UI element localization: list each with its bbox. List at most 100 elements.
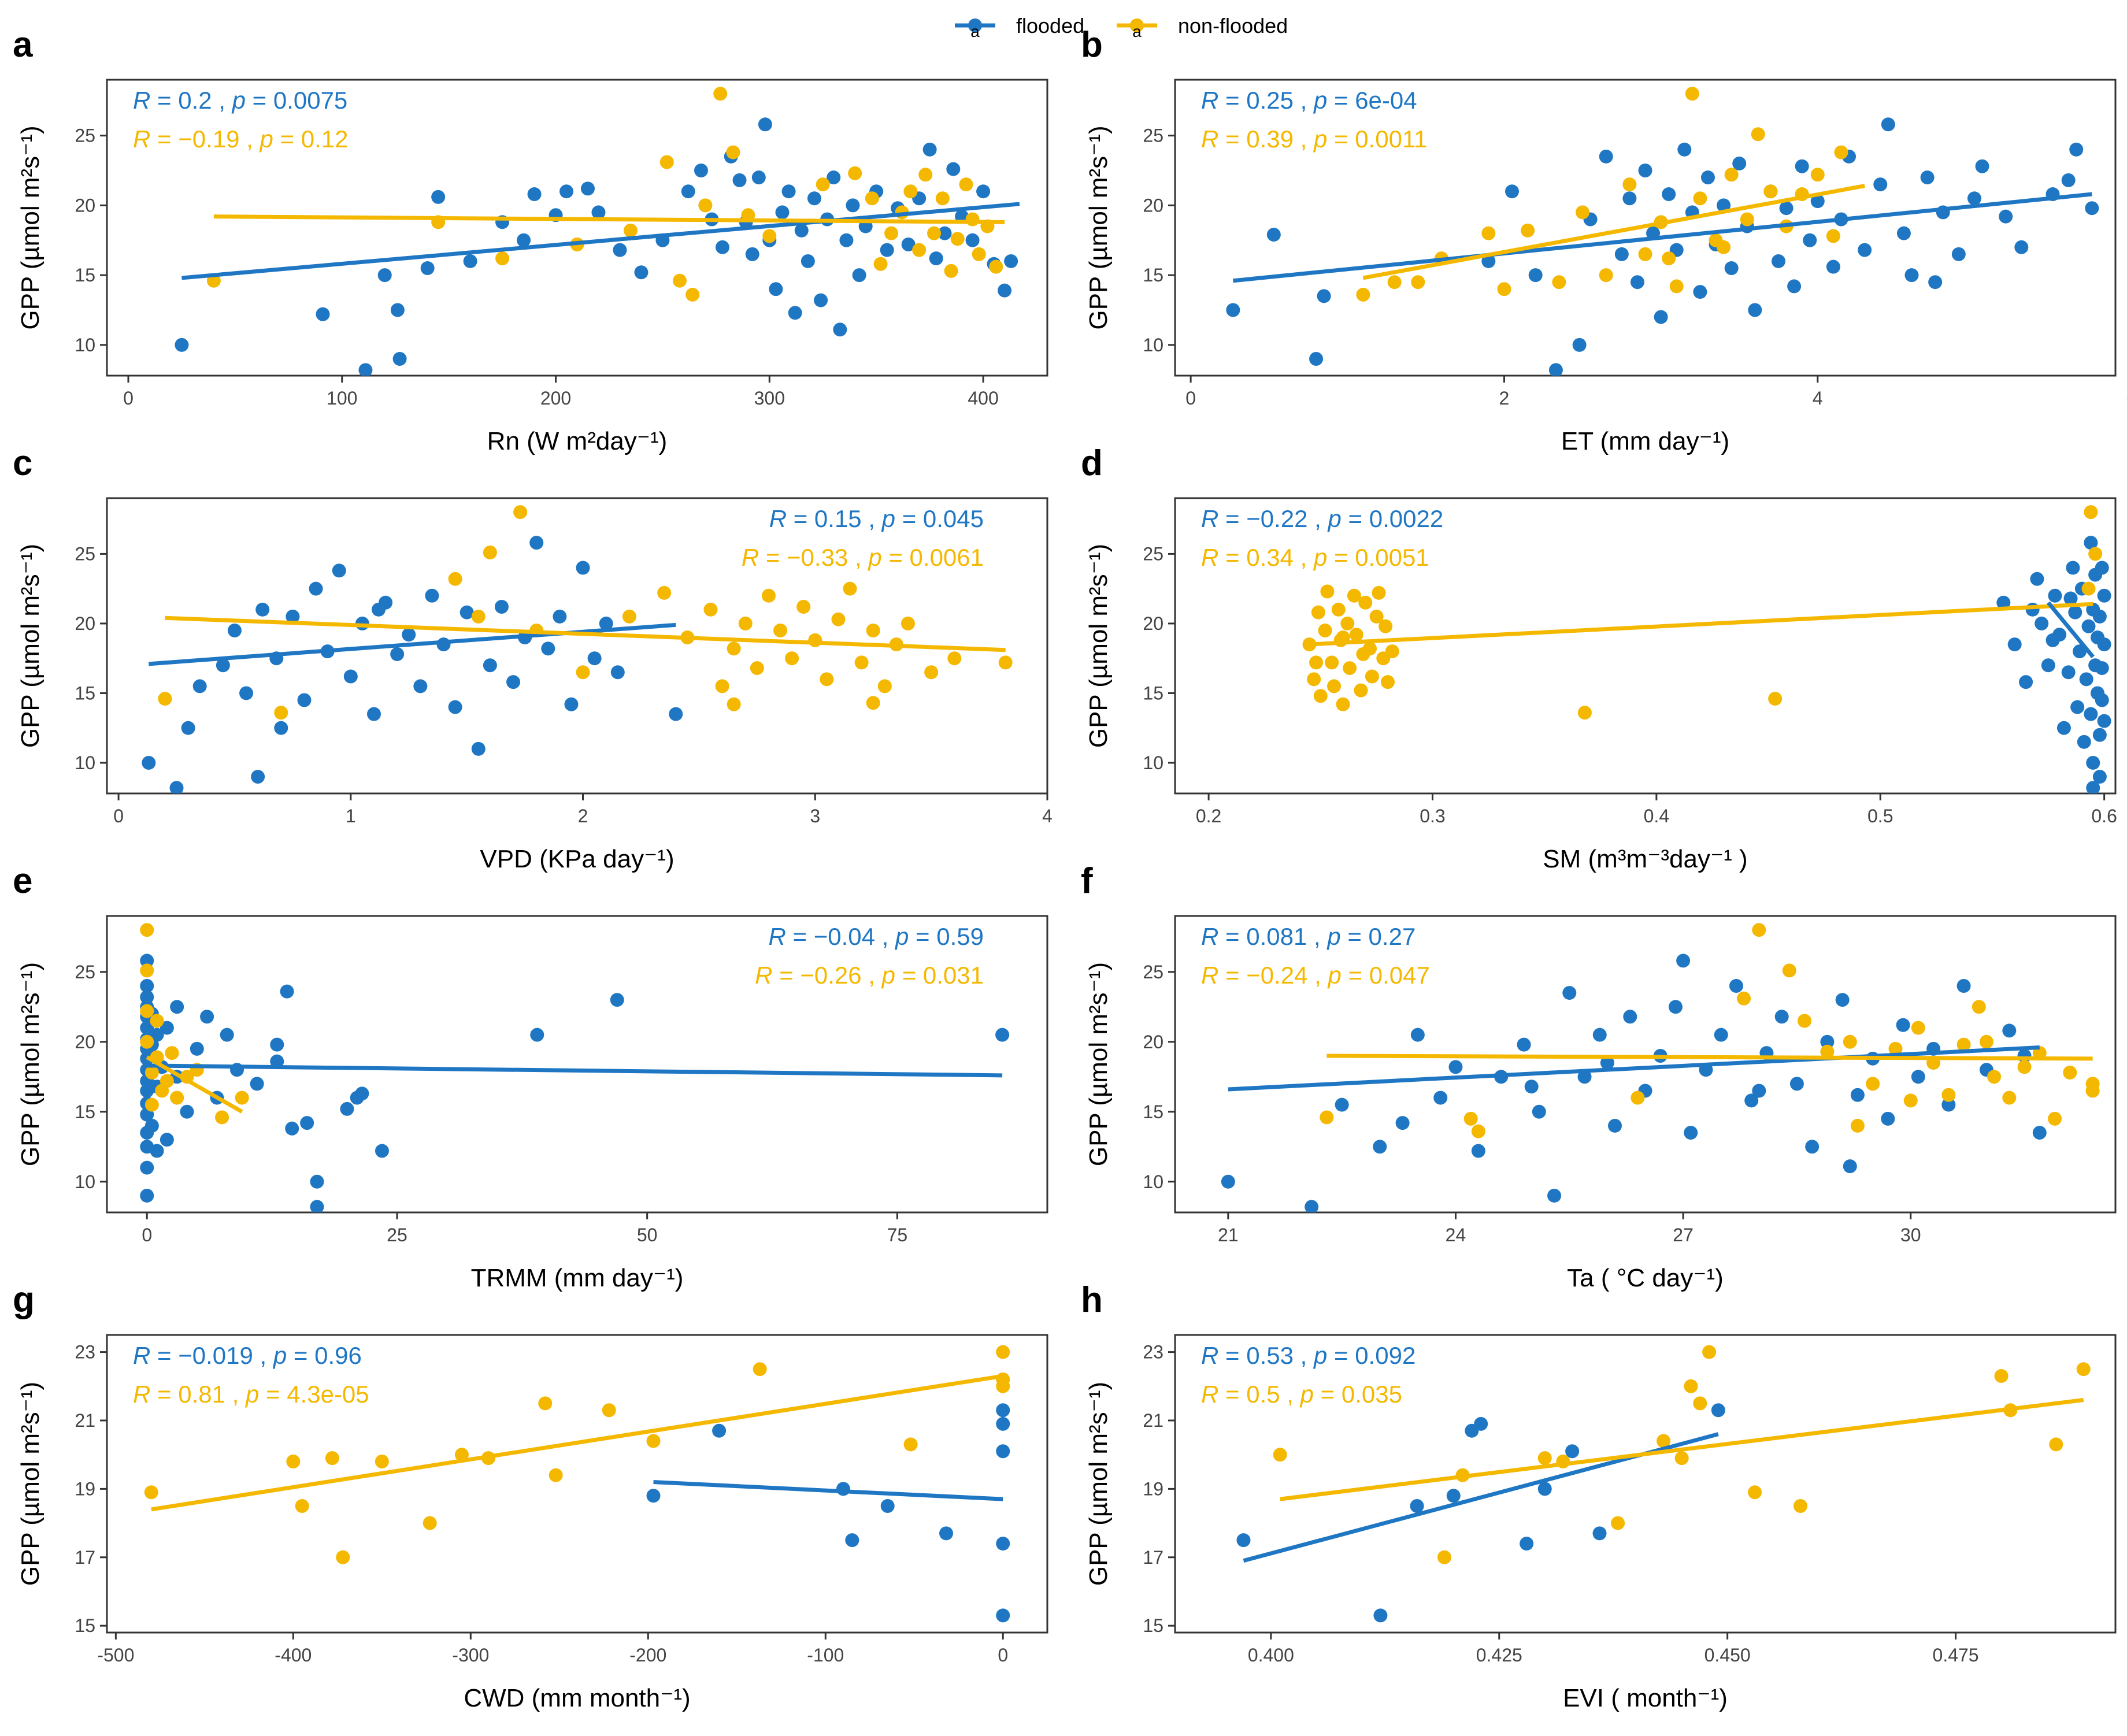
plot-area-e xyxy=(140,923,1010,1212)
point-flooded xyxy=(1717,198,1731,213)
point-flooded xyxy=(375,1144,389,1158)
point-flooded xyxy=(1309,352,1324,366)
point-nonflooded xyxy=(1737,991,1751,1006)
point-flooded xyxy=(316,307,330,321)
point-flooded xyxy=(1562,986,1577,1000)
point-nonflooded xyxy=(1576,205,1590,220)
x-tick-label: 200 xyxy=(540,388,571,409)
point-flooded xyxy=(929,251,943,266)
point-nonflooded xyxy=(1347,588,1361,603)
point-flooded xyxy=(2081,619,2096,633)
y-tick-label: 20 xyxy=(75,613,95,634)
point-flooded xyxy=(402,628,416,642)
point-nonflooded xyxy=(165,1046,179,1060)
point-flooded xyxy=(483,658,497,673)
point-flooded xyxy=(1941,1097,1956,1112)
plot-area-c xyxy=(142,505,1013,793)
panel-f: f 21 24 27 30 10 15 20 25 Ta ( °C day⁻¹) GPP (µmol… xyxy=(1081,861,2117,1292)
point-flooded xyxy=(599,616,613,630)
point-flooded xyxy=(140,1021,154,1035)
x-tick-label: -400 xyxy=(275,1645,312,1665)
panel-h: h 0.400 0.425 0.450 0.475 15 17 19 21 23 EVI ( mon… xyxy=(1081,1280,2117,1712)
point-flooded xyxy=(965,233,980,247)
point-nonflooded xyxy=(2048,1111,2062,1126)
point-nonflooded xyxy=(1751,127,1765,142)
point-flooded xyxy=(343,669,358,684)
point-nonflooded xyxy=(903,1437,918,1452)
point-nonflooded xyxy=(471,609,486,624)
point-flooded xyxy=(1956,978,1971,993)
fit-line-nonflooded xyxy=(1326,1054,2093,1061)
point-nonflooded xyxy=(1463,1111,1478,1126)
y-axis-label-f: GPP (µmol m²s⁻¹) xyxy=(1084,962,1113,1166)
x-axis-label-a: Rn (W m²day⁻¹) xyxy=(487,427,668,455)
point-flooded xyxy=(2092,770,2107,784)
point-nonflooded xyxy=(1318,623,1332,637)
point-flooded xyxy=(669,707,683,721)
point-nonflooded xyxy=(1385,644,1399,659)
point-flooded xyxy=(758,117,772,132)
x-tick-label: 0.2 xyxy=(1196,806,1221,826)
point-flooded xyxy=(200,1010,214,1024)
point-nonflooded xyxy=(843,581,857,596)
point-flooded xyxy=(1911,1070,1925,1084)
x-tick-label: 2 xyxy=(1499,388,1510,409)
point-flooded xyxy=(2048,588,2062,603)
point-nonflooded xyxy=(1994,1369,2009,1383)
panel-letter-h: h xyxy=(1081,1280,1103,1320)
point-nonflooded xyxy=(831,612,846,626)
point-nonflooded xyxy=(2017,1060,2032,1074)
point-flooded xyxy=(1623,1010,1637,1024)
y-tick-label: 10 xyxy=(75,1171,95,1192)
point-flooded xyxy=(270,1054,284,1069)
point-nonflooded xyxy=(1987,1070,2002,1084)
y-tick-label: 25 xyxy=(1143,543,1163,564)
point-flooded xyxy=(1410,1027,1425,1042)
point-flooded xyxy=(170,1000,184,1014)
point-flooded xyxy=(1779,201,1794,216)
point-flooded xyxy=(358,363,373,376)
point-flooded xyxy=(274,721,288,735)
point-flooded xyxy=(2046,633,2060,647)
point-flooded xyxy=(1622,191,1637,206)
point-nonflooded xyxy=(170,1090,184,1105)
y-tick-label: 20 xyxy=(1143,195,1163,216)
point-flooded xyxy=(1481,254,1496,268)
point-nonflooded xyxy=(1748,1485,1762,1500)
point-flooded xyxy=(694,163,708,177)
point-nonflooded xyxy=(1752,923,1766,937)
point-flooded xyxy=(1896,226,1911,240)
panel-a: a 0 100 200 300 400 10 15 20 25 Rn (W m²day⁻¹) GPP … xyxy=(13,25,1048,455)
x-tick-label: 0.6 xyxy=(2091,806,2117,826)
point-nonflooded xyxy=(965,212,980,227)
point-flooded xyxy=(2085,201,2099,216)
point-nonflooded xyxy=(903,184,918,199)
y-axis-label-g: GPP (µmol m²s⁻¹) xyxy=(16,1382,45,1586)
point-nonflooded xyxy=(1365,669,1379,684)
point-flooded xyxy=(309,581,323,596)
point-flooded xyxy=(541,641,555,656)
point-flooded xyxy=(160,1133,174,1147)
panel-c: c 0 1 2 3 4 10 15 20 25 VPD (KPa day⁻¹) GPP (µmol m… xyxy=(13,443,1053,873)
point-nonflooded xyxy=(1309,655,1324,670)
panel-letter-g: g xyxy=(13,1280,35,1320)
point-flooded xyxy=(939,1526,954,1541)
point-nonflooded xyxy=(375,1455,389,1469)
point-flooded xyxy=(996,1444,1010,1459)
point-nonflooded xyxy=(2002,1090,2017,1105)
stat-label-flooded: R = 0.081 , p = 0.27 xyxy=(1201,923,1415,950)
y-axis-label-b: GPP (µmol m²s⁻¹) xyxy=(1084,125,1113,329)
point-flooded xyxy=(1592,1526,1607,1541)
x-tick-label: 4 xyxy=(1042,806,1053,826)
point-flooded xyxy=(1693,285,1707,299)
point-flooded xyxy=(420,261,435,276)
x-tick-label: 50 xyxy=(637,1225,658,1245)
point-flooded xyxy=(1471,1144,1485,1158)
panel-letter-b: b xyxy=(1081,25,1103,65)
point-flooded xyxy=(2086,781,2100,793)
y-tick-label: 25 xyxy=(75,962,95,982)
point-nonflooded xyxy=(1411,275,1425,290)
point-flooded xyxy=(2097,637,2111,652)
point-nonflooded xyxy=(762,229,777,243)
